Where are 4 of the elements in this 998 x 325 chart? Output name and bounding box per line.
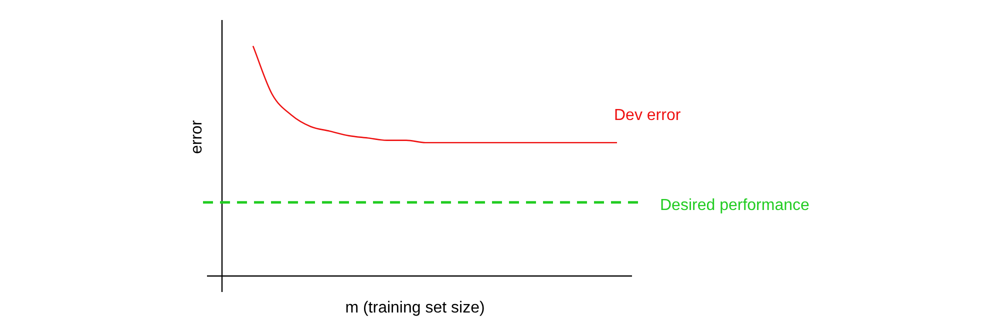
x-axis-title: m (training set size) xyxy=(345,299,485,316)
y-axis-title: error xyxy=(188,119,206,154)
series-label: Dev error xyxy=(614,107,682,124)
ref-line-label: Desired performance xyxy=(660,196,810,214)
